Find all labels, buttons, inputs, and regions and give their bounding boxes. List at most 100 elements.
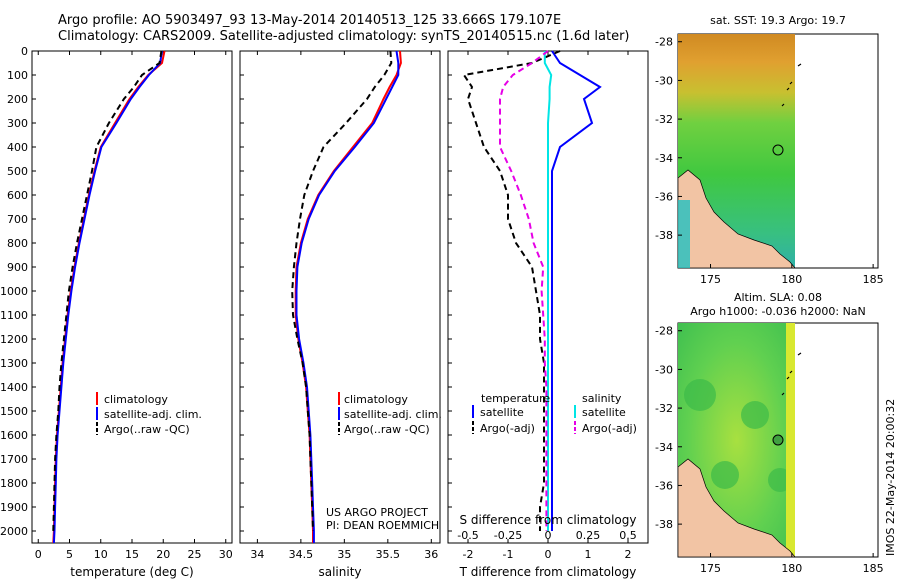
x-tick-label: 2 (625, 548, 632, 561)
x-tick-label: 0 (545, 548, 552, 561)
sla-blob (711, 461, 739, 489)
depth-tick-label: 1500 (0, 405, 28, 418)
difference-legend: temperature salinity satellite Argo(-adj… (472, 392, 637, 435)
depth-tick-label: 1800 (0, 477, 28, 490)
salinity-legend: climatology satellite-adj. clim. Argo(..… (326, 392, 442, 532)
map-x-tick-label: 185 (863, 562, 884, 575)
s-tick-label: -0.5 (457, 529, 478, 542)
salinity-panel-frame (239, 50, 441, 544)
map-y-tick-label: -36 (655, 479, 673, 492)
depth-tick-label: 900 (7, 261, 28, 274)
x-tick-label: -1 (503, 548, 514, 561)
x-tick-label: 34 (250, 548, 264, 561)
map-y-tick-label: -38 (655, 518, 673, 531)
salinity-axis: 34 34.5 35 35.5 36 (250, 51, 438, 561)
depth-tick-label: 1400 (0, 381, 28, 394)
pi-annotation: PI: DEAN ROEMMICH (326, 519, 439, 532)
new-zealand-land (677, 169, 796, 269)
depth-tick-label: 200 (7, 93, 28, 106)
map-x-tick-label: 180 (781, 562, 802, 575)
depth-tick-label: 1300 (0, 357, 28, 370)
legend-label-t-argo: Argo(-adj) (480, 422, 535, 435)
island-marks (781, 352, 802, 396)
depth-tick-label: 800 (7, 237, 28, 250)
project-annotation: US ARGO PROJECT (326, 506, 428, 519)
depth-tick-label: 300 (7, 117, 28, 130)
sst-map: sat. SST: 19.3 Argo: 19.7 (677, 14, 879, 269)
coastal-water (678, 200, 690, 268)
x-tick-label: 5 (66, 548, 73, 561)
s-difference-label: S difference from climatology (460, 513, 637, 527)
legend-head-salinity: salinity (582, 392, 622, 405)
temperature-xlabel: temperature (deg C) (70, 565, 193, 579)
series-line-satellite-adj-clim- (52, 50, 163, 544)
legend-label-climatology: climatology (344, 393, 408, 406)
map-x-tick-label: 175 (700, 562, 721, 575)
legend-label-s-argo: Argo(-adj) (582, 422, 637, 435)
x-tick-label: 20 (156, 548, 170, 561)
depth-tick-label: 500 (7, 165, 28, 178)
difference-xlabel: T difference from climatology (459, 565, 637, 579)
sla-map: Altim. SLA: 0.08 Argo h1000: -0.036 h200… (677, 291, 879, 558)
x-tick-label: 30 (219, 548, 233, 561)
legend-label-argo: Argo(..raw -QC) (104, 423, 190, 436)
legend-label-satellite: satellite-adj. clim. (344, 408, 442, 421)
x-tick-label: 35 (337, 548, 351, 561)
float-position-marker (772, 144, 784, 156)
map-y-tick-label: -34 (655, 441, 673, 454)
series-line-satellite-adj-clim- (295, 50, 400, 543)
legend-label-s-satellite: satellite (582, 406, 626, 419)
depth-tick-label: 600 (7, 189, 28, 202)
map-y-tick-label: -32 (655, 113, 673, 126)
temperature-axis: 0 5 10 15 20 25 30 (35, 51, 233, 561)
x-tick-label: 34.5 (289, 548, 314, 561)
depth-tick-label: 100 (7, 69, 28, 82)
depth-tick-label: 2000 (0, 525, 28, 538)
depth-tick-label: 1900 (0, 501, 28, 514)
depth-tick-label: 400 (7, 141, 28, 154)
depth-tick-label: 1700 (0, 453, 28, 466)
difference-lines (462, 50, 602, 531)
new-zealand-land (677, 458, 796, 558)
sla-map-title-1: Altim. SLA: 0.08 (734, 291, 822, 304)
difference-axis: -2 -1 0 1 2 -0.5 -0.25 0 0.25 0.5 (457, 51, 637, 561)
x-tick-label: 15 (125, 548, 139, 561)
s-tick-label: -0.25 (494, 529, 522, 542)
s-tick-label: 0.5 (619, 529, 637, 542)
series-line-temperature-satellite (551, 50, 602, 531)
map-y-tick-label: -34 (655, 152, 673, 165)
x-tick-label: 10 (94, 548, 108, 561)
sla-map-title-2: Argo h1000: -0.036 h2000: NaN (690, 305, 866, 318)
map-x-tick-label: 185 (863, 273, 884, 286)
series-line-temperature-argo-adj- (462, 50, 561, 531)
legend-label-t-satellite: satellite (480, 406, 524, 419)
map-y-tick-label: -36 (655, 190, 673, 203)
series-line-argo-raw-qc- (52, 50, 163, 532)
s-tick-label: 0.25 (576, 529, 601, 542)
map-x-tick-label: 175 (700, 273, 721, 286)
float-position-marker (772, 434, 784, 446)
salinity-lines (291, 50, 402, 543)
legend-head-temperature: temperature (481, 392, 550, 405)
depth-tick-label: 1200 (0, 333, 28, 346)
legend-label-satellite: satellite-adj. clim. (104, 408, 202, 421)
legend-label-climatology: climatology (104, 393, 168, 406)
map-y-tick-label: -28 (655, 325, 673, 338)
map-y-tick-label: -30 (655, 74, 673, 87)
map-y-tick-label: -28 (655, 36, 673, 49)
depth-tick-label: 0 (21, 45, 28, 58)
sla-blob (684, 379, 716, 411)
map-y-tick-label: -38 (655, 229, 673, 242)
x-tick-label: 25 (188, 548, 202, 561)
island-marks (781, 63, 802, 107)
series-line-salinity-satellite (543, 51, 553, 531)
x-tick-label: 1 (585, 548, 592, 561)
s-tick-label: 0 (545, 529, 552, 542)
depth-tick-label: 1600 (0, 429, 28, 442)
legend-label-argo: Argo(..raw -QC) (344, 423, 430, 436)
series-line-argo-raw-qc- (291, 50, 393, 532)
depth-tick-label: 1000 (0, 285, 28, 298)
temperature-panel-frame (31, 50, 233, 544)
depth-tick-label: 1100 (0, 309, 28, 322)
